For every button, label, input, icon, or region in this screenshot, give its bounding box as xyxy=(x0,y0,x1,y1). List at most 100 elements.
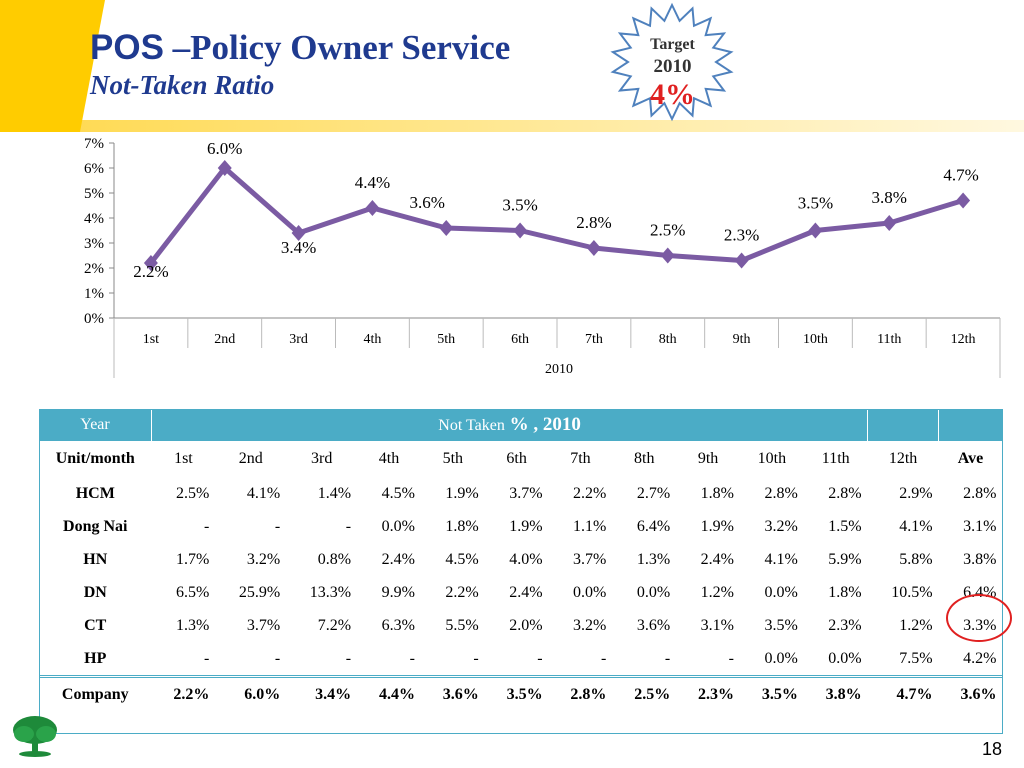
page-subtitle: Not-Taken Ratio xyxy=(90,70,275,100)
column-header: 12th xyxy=(888,450,918,467)
table-cell: 3.8% xyxy=(963,550,997,568)
table-cell: 0.0% xyxy=(636,583,671,601)
table-cell: 2.3% xyxy=(676,675,740,711)
table-cell: 0.0% xyxy=(764,649,798,667)
table-cell: 2.9% xyxy=(899,484,933,502)
table-cell: 13.3% xyxy=(309,583,352,601)
table-cell: - xyxy=(203,649,210,667)
data-label: 3.8% xyxy=(872,188,907,207)
table-cell: 1.5% xyxy=(828,517,862,535)
table-cell: 4.2% xyxy=(963,649,997,667)
target-value: 4% xyxy=(650,78,695,111)
table-cell: 3.5% xyxy=(740,675,804,711)
table-cell: 2.5% xyxy=(612,675,677,711)
x-tick-label: 2nd xyxy=(214,332,235,347)
table-cell: 0.0% xyxy=(381,517,415,535)
data-label: 3.5% xyxy=(798,194,833,213)
table-cell: 1.2% xyxy=(700,583,734,601)
target-badge: Target 2010 4% xyxy=(590,0,755,130)
y-tick-label: 3% xyxy=(84,236,104,252)
row-unit-label: DN xyxy=(83,583,107,601)
table-cell: 2.3% xyxy=(828,616,862,634)
column-header: 2nd xyxy=(238,450,263,467)
table-cell: 1.3% xyxy=(175,616,210,634)
x-tick-label: 5th xyxy=(437,332,455,347)
table-cell: 1.4% xyxy=(317,484,352,502)
table-cell: 1.8% xyxy=(828,583,862,601)
column-header: 4th xyxy=(378,450,400,467)
x-tick-label: 6th xyxy=(511,332,529,347)
table-cell: 2.0% xyxy=(509,616,543,634)
table-cell: 3.6% xyxy=(636,616,671,634)
table-cell: 3.4% xyxy=(286,675,358,711)
data-point-marker xyxy=(660,247,675,264)
table-cell: - xyxy=(728,649,734,667)
column-header: 11th xyxy=(821,450,850,467)
table-cell: 3.1% xyxy=(700,616,734,634)
table-cell: - xyxy=(345,517,352,535)
table-cell: - xyxy=(203,517,210,535)
table-cell: 4.5% xyxy=(445,550,479,568)
table-cell: 1.9% xyxy=(509,517,543,535)
table-cell: 2.4% xyxy=(700,550,734,568)
data-point-marker xyxy=(365,200,380,216)
data-point-marker xyxy=(882,215,897,231)
table-header-row: Year Not Taken % , 2010 xyxy=(39,409,1003,441)
units-label: Unit/month xyxy=(55,450,135,467)
table-cell: 2.7% xyxy=(636,484,671,502)
target-label: Target xyxy=(650,36,695,53)
starburst-icon xyxy=(610,2,734,122)
column-header: Ave xyxy=(957,450,984,467)
data-label: 2.8% xyxy=(576,213,611,232)
table-cell: 10.5% xyxy=(891,583,933,601)
table-cell: 9.9% xyxy=(381,583,415,601)
series-line xyxy=(148,165,964,265)
row-unit-label: HCM xyxy=(75,484,115,502)
table-row: CT 1.3% 3.7% 7.2% 6.3% 5.5% 2.0% 3.2% 3.6% 3.1% 3.… xyxy=(39,609,1003,642)
table-cell: 3.5% xyxy=(484,675,549,711)
table-cell: 2.8% xyxy=(963,484,997,502)
data-label: 2.2% xyxy=(133,262,168,281)
table-cell: 2.5% xyxy=(175,484,210,502)
table-cell: 3.2% xyxy=(573,616,607,634)
not-taken-table: Year Not Taken % , 2010 Unit/month 1st 2nd 3r… xyxy=(39,409,1003,711)
table-cell: 0.0% xyxy=(573,583,607,601)
table-cell: 2.8% xyxy=(764,484,798,502)
table-cell: 2.8% xyxy=(828,484,862,502)
table-cell: 3.7% xyxy=(509,484,543,502)
table-cell: - xyxy=(409,649,415,667)
table-cell: - xyxy=(345,649,352,667)
table-cell: 6.0% xyxy=(215,675,287,711)
data-label: 4.7% xyxy=(943,166,978,185)
table-cell: 4.0% xyxy=(509,550,543,568)
table-cell: - xyxy=(537,649,543,667)
x-tick-label: 12th xyxy=(951,332,976,347)
header-year: Year xyxy=(39,409,152,441)
x-tick-label: 7th xyxy=(585,332,603,347)
table-cell: 3.7% xyxy=(573,550,607,568)
x-tick-label: 10th xyxy=(803,332,828,347)
title-rest: –Policy Owner Service xyxy=(163,28,511,67)
table-cell: 5.9% xyxy=(828,550,862,568)
table-row: Dong Nai - - - 0.0% 1.8% 1.9% 1.1% 6.4% 1.9% 3.2% 1… xyxy=(39,510,1003,543)
table-cell: 1.3% xyxy=(636,550,671,568)
table-cell: - xyxy=(274,517,281,535)
row-unit-label: HN xyxy=(83,550,108,568)
header-blank-cell xyxy=(867,409,940,441)
data-point-marker xyxy=(586,240,601,256)
table-cell: 1.2% xyxy=(899,616,933,634)
column-header: 6th xyxy=(506,450,527,467)
data-point-marker xyxy=(439,220,454,236)
y-tick-label: 6% xyxy=(84,161,104,177)
x-tick-label: 4th xyxy=(363,332,381,347)
table-cell: 2.2% xyxy=(151,675,216,711)
header-title-suffix: % , 2010 xyxy=(504,414,581,435)
table-cell: 4.1% xyxy=(764,550,798,568)
x-tick-label: 8th xyxy=(659,332,677,347)
table-cell: 0.0% xyxy=(764,583,798,601)
table-cell: 3.1% xyxy=(963,517,997,535)
table-cell: 0.0% xyxy=(828,649,862,667)
table-cell: - xyxy=(601,649,607,667)
data-label: 2.5% xyxy=(650,221,685,240)
table-cell: 6.4% xyxy=(636,517,671,535)
